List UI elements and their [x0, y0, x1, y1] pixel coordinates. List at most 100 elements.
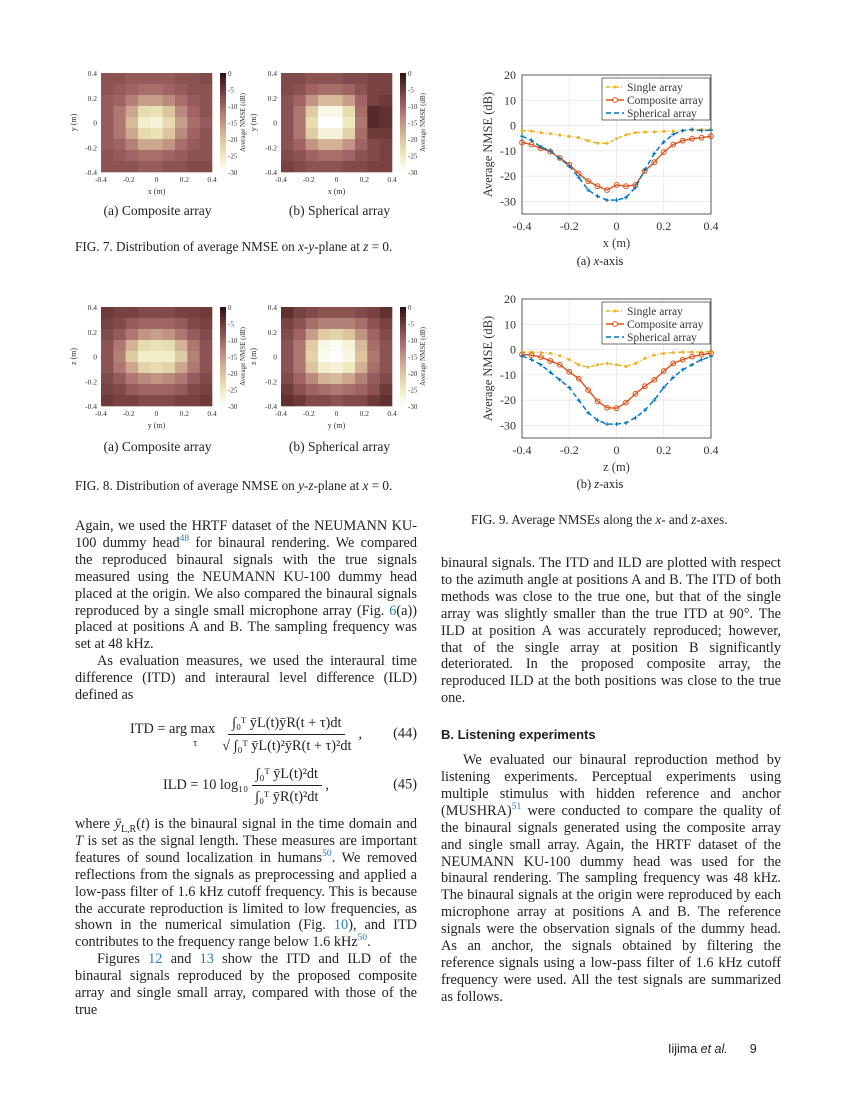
- subcaption-fig9b: (b) z-axis: [540, 477, 660, 492]
- heatmap-cell: [113, 150, 126, 162]
- heatmap-cell: [305, 161, 319, 173]
- heatmap-cell: [187, 73, 200, 85]
- data-point: [670, 360, 677, 367]
- colorbar-segment: [400, 402, 406, 407]
- colorbar-segment: [220, 125, 226, 130]
- x-tick-label: -0.2: [303, 409, 315, 418]
- heatmap-cell: [199, 161, 213, 173]
- heatmap-cell: [330, 318, 343, 330]
- footer-etal: et al.: [700, 1042, 728, 1056]
- y-tick-label: 0: [273, 119, 277, 128]
- data-point: [604, 187, 610, 193]
- heatmap-cell: [101, 373, 114, 385]
- heatmap-cell: [150, 84, 163, 96]
- heatmap-cell: [125, 329, 139, 341]
- heatmap-cell: [113, 329, 126, 341]
- legend-marker: [613, 85, 617, 89]
- colorbar-segment: [220, 376, 226, 380]
- heatmap-cell: [125, 318, 139, 330]
- heatmap-cell: [101, 95, 114, 107]
- heatmap-cell: [101, 106, 114, 118]
- heatmap-cell: [113, 95, 126, 107]
- data-point: [699, 357, 704, 362]
- legend-label: Spherical array: [627, 108, 697, 120]
- figure-ref-link[interactable]: 10: [333, 917, 349, 934]
- colorbar-tick-label: -20: [228, 136, 238, 144]
- colorbar-segment: [220, 165, 226, 169]
- heatmap-cell: [305, 95, 319, 107]
- colorbar-segment: [220, 89, 226, 94]
- heatmap-cell: [318, 318, 331, 330]
- data-point: [633, 131, 637, 135]
- data-point: [614, 422, 619, 427]
- data-point: [605, 361, 609, 365]
- text-run: Figures: [97, 951, 149, 968]
- legend-label: Single array: [627, 82, 683, 94]
- heatmap-cell: [318, 106, 331, 118]
- heatmap-cell: [175, 128, 188, 140]
- heatmap-cell: [175, 329, 188, 341]
- colorbar-segment: [220, 316, 226, 321]
- heatmap-cell: [367, 117, 380, 129]
- x-tick-label: 0: [155, 409, 159, 418]
- data-point: [690, 362, 695, 367]
- figure-ref-link[interactable]: 12: [148, 951, 163, 968]
- heatmap-cell: [367, 106, 380, 118]
- citation-link[interactable]: 50: [322, 849, 332, 860]
- heatmap-cell: [293, 84, 306, 96]
- heatmap-cell: [305, 150, 319, 162]
- y-tick-label: 20: [504, 292, 516, 306]
- heatmap-cell: [113, 384, 126, 396]
- colorbar-segment: [400, 132, 406, 136]
- x-tick-label: 0.4: [387, 409, 397, 418]
- colorbar-segment: [400, 356, 406, 361]
- heatmap-cell: [330, 161, 343, 173]
- colorbar-segment: [220, 323, 226, 328]
- heatmap-cell: [367, 329, 380, 341]
- heatmap-cell: [101, 139, 114, 151]
- colorbar-segment: [400, 115, 406, 120]
- colorbar-segment: [220, 379, 226, 384]
- heatmap-cell: [138, 139, 151, 151]
- data-point: [661, 139, 666, 144]
- heatmap-cell: [150, 318, 163, 330]
- heatmap-cell: [199, 73, 213, 85]
- heatmap-cell: [355, 106, 368, 118]
- figure-ref-link[interactable]: 6: [389, 602, 397, 619]
- colorbar-tick-label: -15: [228, 354, 238, 362]
- heatmap-cell: [113, 307, 126, 319]
- heatmap-cell: [113, 161, 126, 173]
- citation-link[interactable]: 51: [511, 802, 522, 813]
- section-heading: B. Listening experiments: [441, 727, 596, 743]
- data-point: [586, 365, 590, 369]
- y-tick-label: 0.2: [88, 94, 98, 103]
- heatmap-cell: [138, 384, 151, 396]
- heatmap-cell: [355, 329, 368, 341]
- heatmap-cell: [101, 150, 114, 162]
- heatmap-cell: [379, 340, 393, 352]
- heatmap-cell: [199, 340, 213, 352]
- heatmap-cell: [101, 161, 114, 173]
- citation-link[interactable]: 50: [357, 933, 368, 944]
- heatmap-cell: [125, 307, 139, 319]
- y-tick-label: 0.4: [268, 303, 278, 312]
- figure-ref-link[interactable]: 13: [199, 951, 214, 968]
- heatmap-cell: [162, 351, 176, 363]
- data-point: [690, 127, 695, 132]
- data-point: [689, 135, 696, 142]
- data-point: [548, 351, 552, 355]
- equation-denominator: √ ∫₀ᵀ ȳL(t)²ȳR(t + τ)²dt: [222, 737, 352, 754]
- y-axis-label: y (m): [249, 113, 258, 131]
- heatmap-cell: [367, 139, 380, 151]
- citation-link[interactable]: 48: [179, 534, 190, 545]
- y-tick-label: -30: [500, 418, 516, 432]
- heatmap-cell: [199, 373, 213, 385]
- data-point: [615, 137, 618, 141]
- colorbar-segment: [220, 307, 226, 311]
- heatmap-cell: [150, 340, 163, 352]
- colorbar-tick-label: -15: [228, 120, 238, 128]
- colorbar-segment: [400, 366, 406, 370]
- equation-numerator: ∫₀ᵀ ȳL(t)ȳR(t + τ)dt: [228, 714, 346, 735]
- colorbar-segment: [400, 376, 406, 380]
- data-point: [605, 198, 610, 203]
